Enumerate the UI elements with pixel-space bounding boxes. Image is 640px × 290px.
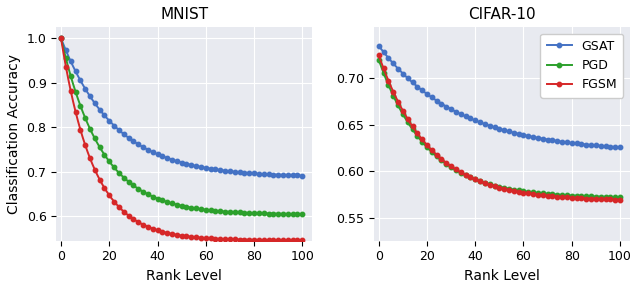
PGD	[520, 189, 527, 193]
FGSM	[375, 53, 383, 57]
PGD	[616, 195, 624, 199]
PGD	[435, 157, 443, 160]
FGSM	[118, 208, 125, 211]
GSAT	[57, 37, 65, 40]
FGSM	[435, 155, 443, 159]
GSAT	[298, 174, 306, 177]
PGD	[226, 210, 234, 214]
GSAT	[118, 130, 125, 134]
GSAT	[202, 166, 210, 170]
Y-axis label: Classification Accuracy: Classification Accuracy	[7, 54, 21, 214]
PGD	[298, 212, 306, 216]
GSAT	[435, 100, 443, 104]
FGSM	[486, 183, 493, 186]
Line: FGSM: FGSM	[376, 53, 622, 202]
GSAT	[544, 138, 552, 141]
GSAT	[520, 133, 527, 137]
PGD	[486, 182, 493, 186]
FGSM	[392, 95, 399, 99]
FGSM	[556, 195, 563, 199]
FGSM	[298, 238, 306, 242]
GSAT	[226, 169, 234, 173]
Line: PGD: PGD	[376, 57, 622, 199]
PGD	[238, 211, 246, 214]
Title: CIFAR-10: CIFAR-10	[468, 7, 536, 22]
PGD	[57, 37, 65, 40]
PGD	[118, 173, 125, 177]
GSAT	[74, 74, 82, 78]
Line: PGD: PGD	[59, 36, 305, 216]
GSAT	[556, 139, 563, 143]
GSAT	[238, 171, 246, 174]
GSAT	[168, 158, 176, 162]
Line: FGSM: FGSM	[59, 36, 305, 242]
PGD	[168, 202, 176, 205]
FGSM	[520, 191, 527, 194]
FGSM	[544, 194, 552, 197]
X-axis label: Rank Level: Rank Level	[464, 269, 540, 283]
FGSM	[238, 238, 246, 241]
X-axis label: Rank Level: Rank Level	[146, 269, 222, 283]
FGSM	[616, 198, 624, 201]
PGD	[392, 99, 399, 102]
GSAT	[616, 146, 624, 149]
Title: MNIST: MNIST	[160, 7, 208, 22]
FGSM	[202, 236, 210, 240]
FGSM	[74, 119, 82, 123]
FGSM	[168, 232, 176, 236]
PGD	[556, 193, 563, 197]
Line: GSAT: GSAT	[376, 44, 622, 150]
Legend: GSAT, PGD, FGSM: GSAT, PGD, FGSM	[540, 34, 623, 97]
PGD	[202, 208, 210, 211]
PGD	[74, 97, 82, 101]
FGSM	[57, 37, 65, 40]
PGD	[544, 192, 552, 196]
GSAT	[375, 44, 383, 48]
GSAT	[392, 64, 399, 68]
GSAT	[486, 124, 493, 128]
Line: GSAT: GSAT	[59, 36, 305, 178]
PGD	[375, 58, 383, 61]
FGSM	[226, 238, 234, 241]
